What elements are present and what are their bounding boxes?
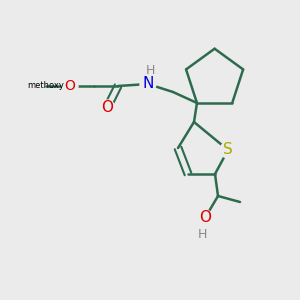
Circle shape: [197, 210, 213, 226]
Text: O: O: [101, 100, 113, 116]
Text: H: H: [145, 64, 155, 77]
Circle shape: [62, 78, 78, 94]
Text: N: N: [142, 76, 154, 92]
Circle shape: [99, 100, 115, 116]
Text: O: O: [199, 211, 211, 226]
Text: methoxy: methoxy: [28, 82, 64, 91]
Text: H: H: [197, 227, 207, 241]
Circle shape: [140, 76, 156, 92]
Text: S: S: [223, 142, 233, 158]
Circle shape: [220, 142, 236, 158]
Text: O: O: [64, 79, 75, 93]
